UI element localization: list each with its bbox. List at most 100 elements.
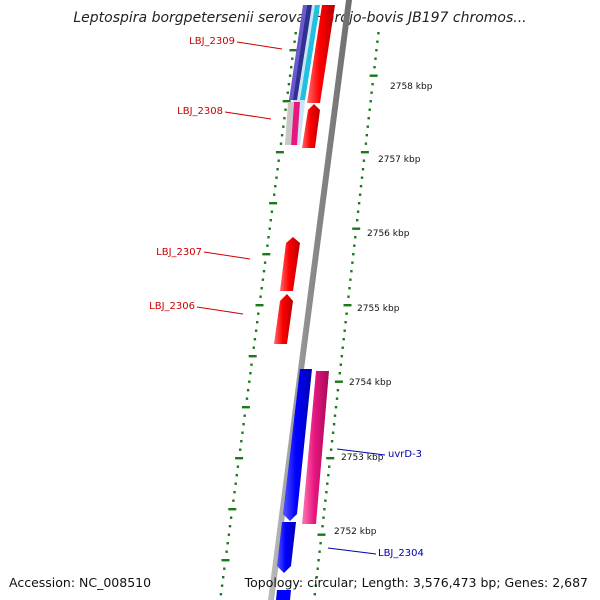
gene-next	[276, 590, 291, 600]
track-dot	[369, 74, 378, 77]
tick-label-2752: 2752 kbp	[334, 527, 377, 537]
track-dot	[374, 57, 377, 60]
track-dot	[336, 389, 340, 392]
track-dot	[348, 287, 351, 290]
track-dot	[291, 57, 294, 60]
gene-label-LBJ_2308[interactable]: LBJ_2308	[177, 106, 223, 117]
track-dot	[354, 236, 357, 239]
track-dot	[340, 355, 343, 358]
track-dot	[366, 125, 369, 128]
track-dot	[262, 270, 266, 273]
leader-LBJ_2306	[196, 306, 244, 315]
track-dot	[242, 423, 245, 426]
track-dot	[234, 482, 237, 485]
track-dot	[352, 227, 361, 230]
track-dot	[360, 151, 369, 154]
feature-navy	[292, 5, 312, 100]
track-dot	[289, 49, 298, 52]
leader-LBJ_2308	[224, 111, 272, 120]
gene-LBJ_2308[interactable]	[302, 104, 320, 148]
track-dot	[228, 525, 232, 528]
track-dot	[367, 117, 370, 120]
track-dot	[365, 134, 368, 137]
track-dot	[326, 457, 335, 460]
track-dot	[343, 304, 352, 307]
track-dot	[317, 533, 326, 536]
tick-label-2755: 2755 kbp	[357, 304, 400, 314]
gene-LBJ_2307[interactable]	[280, 237, 300, 291]
gene-label-LBJ_2306[interactable]: LBJ_2306	[149, 301, 195, 312]
track-dot	[361, 168, 365, 171]
leader-LBJ_2309	[236, 41, 283, 50]
gene-label-uvrD-3[interactable]: uvrD-3	[388, 449, 422, 460]
track-dot	[280, 134, 284, 137]
leader-uvrD-3	[336, 448, 386, 456]
track-dot	[269, 219, 272, 222]
gc-skew-track	[313, 32, 380, 596]
track-dot	[345, 312, 348, 315]
track-dot	[371, 83, 374, 86]
gene-uvrD-3[interactable]	[283, 369, 312, 521]
position-ruler: 2758 kbp 2757 kbp 2756 kbp 2755 kbp 2754…	[334, 82, 433, 537]
track-dot	[277, 159, 280, 162]
track-dot	[350, 270, 353, 273]
track-dot	[338, 372, 341, 375]
track-dot	[233, 491, 236, 494]
track-dot	[331, 431, 335, 434]
track-dot	[375, 49, 378, 52]
track-dot	[294, 32, 297, 35]
track-dot	[318, 550, 321, 553]
track-dot	[351, 261, 354, 264]
tick-label-2757: 2757 kbp	[378, 155, 421, 165]
gene-LBJ_2306[interactable]	[274, 294, 293, 344]
gene-LBJ_2304[interactable]	[277, 522, 296, 573]
leader-LBJ_2304	[327, 547, 377, 555]
track-dot	[317, 559, 320, 562]
track-dot	[253, 338, 257, 341]
track-dot	[275, 176, 278, 179]
track-dot	[335, 397, 339, 400]
track-dot	[353, 244, 356, 247]
track-dot	[249, 372, 252, 375]
track-dot	[222, 576, 225, 579]
track-dot	[248, 380, 251, 383]
tick-label-2756: 2756 kbp	[367, 229, 410, 239]
track-dot	[359, 185, 363, 188]
gene-label-LBJ_2309[interactable]: LBJ_2309	[189, 36, 235, 47]
track-dot	[342, 338, 345, 341]
track-dot	[241, 431, 244, 434]
track-dot	[352, 253, 355, 256]
track-dot	[257, 312, 260, 315]
track-dot	[343, 329, 346, 332]
track-dot	[377, 32, 380, 35]
track-dot	[341, 346, 344, 349]
gene-label-LBJ_2304[interactable]: LBJ_2304	[378, 548, 424, 559]
gene-label-LBJ_2307[interactable]: LBJ_2307	[156, 247, 202, 258]
track-dot	[220, 584, 224, 587]
track-dot	[293, 40, 296, 43]
track-dot	[283, 117, 286, 120]
feature-pink-long	[302, 371, 329, 524]
tick-label-2754: 2754 kbp	[349, 378, 392, 388]
track-dot	[225, 550, 228, 553]
chromosome-backbone	[268, 0, 352, 600]
track-dot	[344, 321, 347, 324]
track-dot	[232, 499, 235, 502]
track-dot	[275, 151, 284, 154]
track-dot	[266, 244, 269, 247]
track-dot	[316, 567, 319, 570]
track-dot	[284, 108, 287, 111]
track-dot	[276, 168, 279, 171]
track-dot	[270, 210, 274, 213]
track-dot	[290, 66, 293, 69]
feature-cyan	[300, 5, 320, 100]
track-dot	[326, 482, 329, 485]
track-dot	[328, 465, 331, 468]
track-dot	[241, 406, 250, 409]
track-dot	[254, 329, 258, 332]
track-dot	[261, 278, 265, 281]
feature-purple	[289, 5, 307, 100]
gene-LBJ_2309[interactable]	[307, 5, 335, 103]
track-dot	[286, 91, 289, 94]
